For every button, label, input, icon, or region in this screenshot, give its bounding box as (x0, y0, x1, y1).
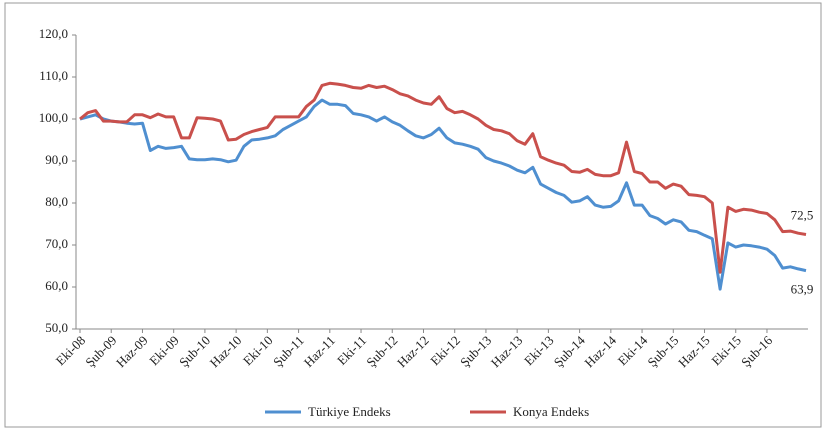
data-label: 63,9 (791, 282, 814, 297)
y-tick-label: 120,0 (39, 26, 68, 41)
data-label: 72,5 (791, 207, 814, 222)
y-tick-label: 70,0 (45, 236, 68, 251)
legend-label: Türkiye Endeks (308, 404, 391, 419)
y-tick-label: 60,0 (45, 278, 68, 293)
series-line (79, 98, 807, 291)
y-tick-label: 50,0 (45, 320, 68, 335)
y-tick-label: 110,0 (39, 68, 68, 83)
chart-frame (4, 2, 822, 428)
y-tick-label: 90,0 (45, 152, 68, 167)
y-tick-label: 100,0 (39, 110, 68, 125)
series-line (79, 81, 807, 274)
y-tick-label: 80,0 (45, 194, 68, 209)
legend-label: Konya Endeks (513, 404, 589, 419)
